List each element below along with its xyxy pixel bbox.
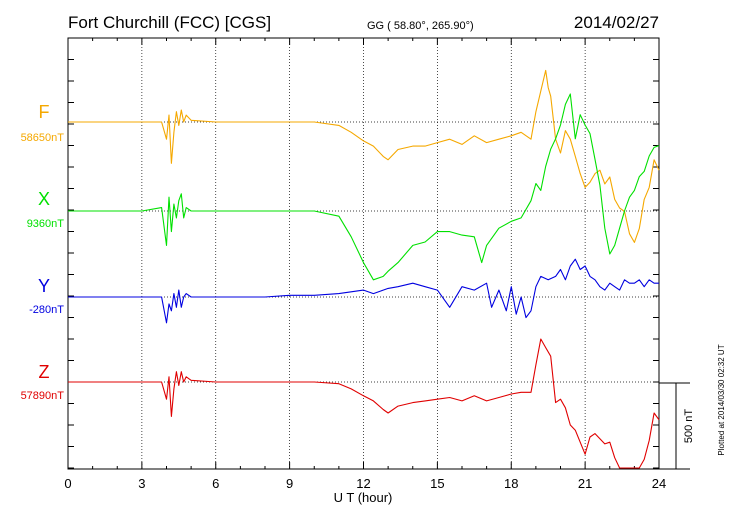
series-name-f: F (39, 102, 50, 122)
series-line-y (68, 258, 659, 324)
x-tick-label-15: 15 (430, 476, 444, 491)
series-name-x: X (38, 189, 50, 209)
series-line-f (68, 69, 660, 243)
x-tick-label-3: 3 (138, 476, 145, 491)
x-tick-label-0: 0 (64, 476, 71, 491)
plot-date: 2014/02/27 (574, 13, 659, 32)
series-labels: F 58650nT X 9360nT Y -280nT Z 57890nT (21, 102, 65, 402)
plotted-at-note: Plotted at 2014/03/30 02:32 UT (717, 344, 726, 455)
series-baseline-f: 58650nT (21, 132, 65, 144)
station-title: Fort Churchill (FCC) [CGS] (68, 13, 271, 32)
scale-bar-label: 500 nT (683, 409, 695, 444)
series-name-y: Y (38, 276, 50, 296)
series-name-z: Z (39, 362, 50, 382)
series-group (68, 69, 660, 469)
station-coords: GG ( 58.80°, 265.90°) (367, 20, 474, 32)
x-tick-label-6: 6 (212, 476, 219, 491)
grid (68, 38, 659, 469)
series-baseline-z: 57890nT (21, 390, 65, 402)
x-tick-labels: 0 3 6 9 12 15 18 21 24 (64, 476, 666, 491)
series-line-x (68, 93, 660, 281)
x-tick-label-18: 18 (504, 476, 518, 491)
x-tick-label-12: 12 (356, 476, 370, 491)
x-tick-label-24: 24 (652, 476, 666, 491)
x-axis-label: U T (hour) (334, 490, 393, 505)
series-baseline-x: 9360nT (27, 218, 65, 230)
series-line-z (68, 338, 660, 469)
scale-bar: 500 nT (659, 382, 695, 470)
x-tick-label-9: 9 (286, 476, 293, 491)
x-tick-label-21: 21 (578, 476, 592, 491)
series-baseline-y: -280nT (29, 304, 64, 316)
